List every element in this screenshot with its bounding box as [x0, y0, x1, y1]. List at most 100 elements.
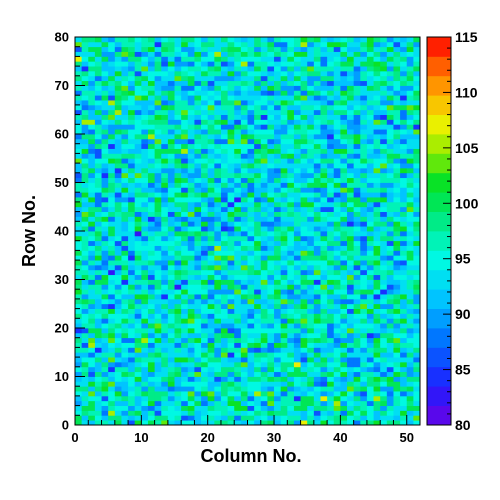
heatmap-cell	[366, 269, 374, 276]
heatmap-cell	[94, 328, 102, 334]
heatmap-cell	[393, 298, 401, 305]
heatmap-cell	[75, 308, 83, 314]
heatmap-cell	[287, 80, 295, 86]
heatmap-cell	[353, 109, 361, 115]
heatmap-cell	[81, 342, 89, 348]
heatmap-cell	[121, 264, 129, 271]
heatmap-cell	[108, 37, 116, 43]
heatmap-cell	[267, 134, 275, 140]
heatmap-cell	[373, 298, 381, 305]
heatmap-cell	[386, 211, 394, 217]
heatmap-cell	[141, 70, 149, 77]
heatmap-cell	[101, 56, 109, 62]
heatmap-cell	[333, 376, 341, 382]
heatmap-cell	[114, 75, 122, 82]
heatmap-cell	[88, 245, 96, 251]
heatmap-cell	[134, 158, 142, 164]
heatmap-cell	[108, 274, 116, 280]
heatmap-cell	[413, 298, 421, 305]
heatmap-cell	[347, 46, 355, 52]
heatmap-cell	[201, 231, 209, 237]
heatmap-cell	[161, 206, 169, 212]
heatmap-cell	[240, 61, 248, 67]
heatmap-cell	[161, 260, 169, 266]
heatmap-cell	[406, 415, 414, 421]
heatmap-cell	[147, 269, 156, 276]
heatmap-cell	[353, 114, 361, 120]
heatmap-cell	[353, 269, 361, 276]
heatmap-cell	[254, 211, 262, 217]
heatmap-cell	[274, 153, 282, 159]
heatmap-cell	[293, 134, 301, 140]
heatmap-cell	[280, 124, 288, 130]
heatmap-cell	[121, 37, 129, 43]
heatmap-cell	[287, 323, 295, 329]
heatmap-cell	[234, 100, 242, 106]
heatmap-cell	[307, 119, 315, 125]
heatmap-cell	[114, 124, 122, 130]
heatmap-cell	[108, 366, 116, 373]
heatmap-cell	[181, 95, 189, 101]
heatmap-cell	[260, 332, 268, 339]
heatmap-cell	[174, 255, 182, 261]
heatmap-cell	[327, 366, 335, 373]
heatmap-cell	[340, 279, 348, 285]
heatmap-cell	[313, 61, 321, 67]
heatmap-cell	[147, 289, 156, 295]
heatmap-cell	[320, 80, 328, 86]
heatmap-cell	[247, 410, 255, 416]
heatmap-cell	[240, 250, 248, 256]
heatmap-cell	[121, 206, 129, 212]
heatmap-cell	[393, 395, 401, 402]
heatmap-cell	[313, 245, 321, 251]
heatmap-cell	[114, 80, 122, 86]
heatmap-cell	[108, 269, 116, 276]
heatmap-cell	[393, 391, 401, 397]
heatmap-cell	[327, 279, 335, 285]
heatmap-cell	[147, 221, 156, 227]
heatmap-cell	[134, 100, 142, 106]
heatmap-cell	[366, 386, 374, 392]
heatmap-cell	[194, 109, 202, 115]
y-tick-label: 0	[62, 418, 69, 433]
heatmap-cell	[181, 66, 189, 72]
heatmap-cell	[128, 318, 136, 324]
heatmap-cell	[366, 90, 374, 96]
heatmap-cell	[227, 70, 235, 77]
heatmap-cell	[340, 211, 348, 217]
heatmap-cell	[161, 56, 169, 62]
heatmap-cell	[360, 114, 368, 120]
heatmap-cell	[360, 95, 368, 101]
heatmap-cell	[134, 260, 142, 266]
heatmap-cell	[320, 274, 328, 280]
heatmap-cell	[287, 357, 295, 363]
heatmap-cell	[174, 347, 182, 353]
heatmap-cell	[161, 37, 169, 43]
heatmap-cell	[340, 172, 348, 179]
heatmap-cell	[181, 361, 189, 368]
heatmap-cell	[406, 420, 414, 426]
heatmap-cell	[121, 182, 129, 188]
heatmap-cell	[227, 80, 235, 86]
heatmap-cell	[333, 245, 341, 251]
heatmap-cell	[167, 163, 175, 169]
heatmap-cell	[260, 41, 268, 48]
heatmap-cell	[393, 187, 401, 193]
heatmap-cell	[267, 366, 275, 373]
heatmap-cell	[333, 410, 341, 416]
heatmap-cell	[247, 134, 255, 140]
heatmap-cell	[121, 294, 129, 300]
heatmap-cell	[307, 245, 315, 251]
heatmap-cell	[274, 114, 282, 120]
heatmap-cell	[101, 410, 109, 416]
heatmap-cell	[366, 172, 374, 179]
heatmap-cell	[280, 206, 288, 212]
heatmap-cell	[373, 323, 381, 329]
heatmap-cell	[214, 337, 222, 343]
heatmap-cell	[287, 124, 295, 130]
heatmap-cell	[413, 153, 421, 159]
heatmap-cell	[94, 284, 102, 290]
heatmap-cell	[386, 129, 394, 135]
heatmap-cell	[167, 109, 175, 115]
heatmap-cell	[313, 206, 321, 212]
